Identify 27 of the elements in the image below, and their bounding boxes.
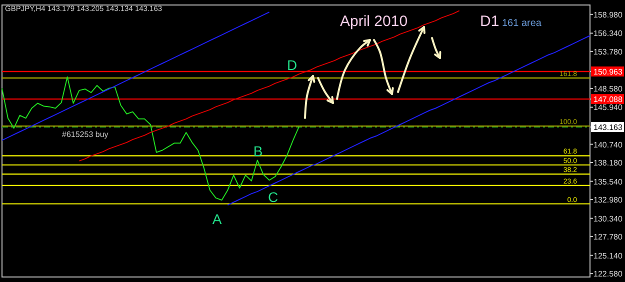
y-tick-label: 158.980 (594, 10, 624, 20)
annotation: D1 (480, 13, 500, 30)
y-tick-label: 148.580 (594, 84, 624, 94)
ref-line-label: #615253 buy (62, 130, 108, 140)
line-series (227, 35, 590, 206)
y-tick-label: 143.163 (594, 123, 624, 132)
annotation: B (253, 143, 263, 159)
y-tick-label: 153.780 (594, 47, 624, 56)
y-tick-label: 147.088 (594, 95, 624, 104)
y-tick-label: 122.580 (594, 270, 624, 279)
annotation: April 2010 (340, 13, 408, 30)
line-series (2, 12, 270, 141)
y-tick-label: 132.980 (594, 196, 624, 205)
y-tick-label: 125.140 (594, 251, 624, 260)
line-series (2, 76, 300, 201)
y-tick-label: 130.340 (594, 214, 624, 224)
y-tick-label: 156.340 (594, 29, 624, 38)
y-tick-label: 127.780 (594, 232, 624, 242)
y-tick-label: 140.740 (594, 140, 624, 150)
annotation: D (286, 57, 298, 73)
annotation: A (212, 211, 222, 227)
y-tick-label: 135.540 (594, 177, 624, 186)
y-tick-label: 145.940 (594, 103, 624, 112)
y-tick-label: 150.963 (594, 67, 624, 76)
annotation: C (268, 189, 278, 205)
y-tick-label: 138.180 (594, 158, 624, 168)
annotation: 161 area (502, 18, 542, 29)
